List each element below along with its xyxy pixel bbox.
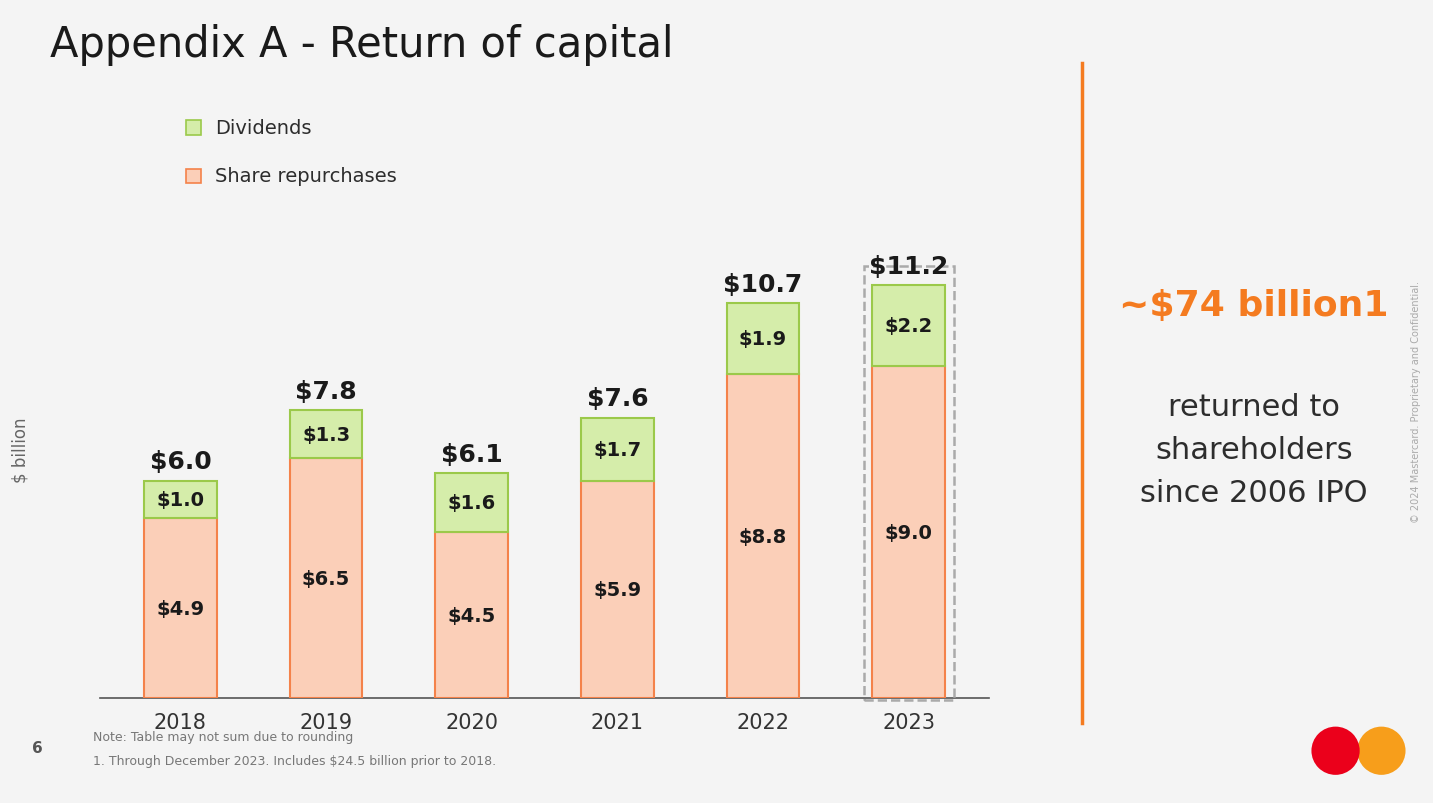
Text: Note: Table may not sum due to rounding: Note: Table may not sum due to rounding — [93, 730, 354, 743]
Text: $6.5: $6.5 — [302, 569, 350, 589]
Bar — [727, 304, 800, 374]
Text: $6.0: $6.0 — [149, 450, 211, 474]
Bar — [727, 374, 800, 699]
Bar — [436, 532, 509, 699]
Text: Appendix A - Return of capital: Appendix A - Return of capital — [50, 24, 674, 66]
Bar — [873, 367, 946, 699]
Bar — [873, 286, 946, 367]
Text: $2.2: $2.2 — [884, 316, 933, 336]
Text: © 2024 Mastercard. Proprietary and Confidential.: © 2024 Mastercard. Proprietary and Confi… — [1412, 281, 1420, 522]
Text: Dividends: Dividends — [215, 119, 311, 138]
Text: $4.5: $4.5 — [447, 606, 496, 625]
Text: $7.6: $7.6 — [586, 387, 648, 411]
Bar — [289, 459, 363, 699]
Text: $11.2: $11.2 — [868, 255, 949, 278]
Text: 6: 6 — [32, 740, 43, 755]
Text: $1.3: $1.3 — [302, 426, 350, 444]
Text: returned to
shareholders
since 2006 IPO: returned to shareholders since 2006 IPO — [1141, 393, 1367, 507]
Bar — [289, 411, 363, 459]
Text: $6.1: $6.1 — [441, 442, 503, 467]
Bar — [436, 474, 509, 532]
Text: $9.0: $9.0 — [884, 524, 933, 542]
Text: $1.9: $1.9 — [739, 329, 787, 349]
Text: Share repurchases: Share repurchases — [215, 167, 397, 186]
Bar — [143, 518, 216, 699]
Text: $5.9: $5.9 — [593, 581, 642, 599]
Text: $8.8: $8.8 — [739, 527, 787, 546]
Text: $10.7: $10.7 — [724, 273, 802, 296]
Bar — [580, 418, 653, 481]
Bar — [864, 267, 954, 700]
Text: $ billion: $ billion — [11, 417, 29, 483]
Bar — [143, 481, 216, 518]
Text: $7.8: $7.8 — [295, 380, 357, 404]
Text: $1.7: $1.7 — [593, 440, 642, 459]
Text: ~$74 billion1: ~$74 billion1 — [1119, 288, 1389, 322]
Text: 1. Through December 2023. Includes $24.5 billion prior to 2018.: 1. Through December 2023. Includes $24.5… — [93, 754, 496, 767]
Bar — [580, 481, 653, 699]
Text: $1.6: $1.6 — [447, 494, 496, 512]
Text: $4.9: $4.9 — [156, 599, 205, 618]
Text: $1.0: $1.0 — [156, 490, 205, 509]
